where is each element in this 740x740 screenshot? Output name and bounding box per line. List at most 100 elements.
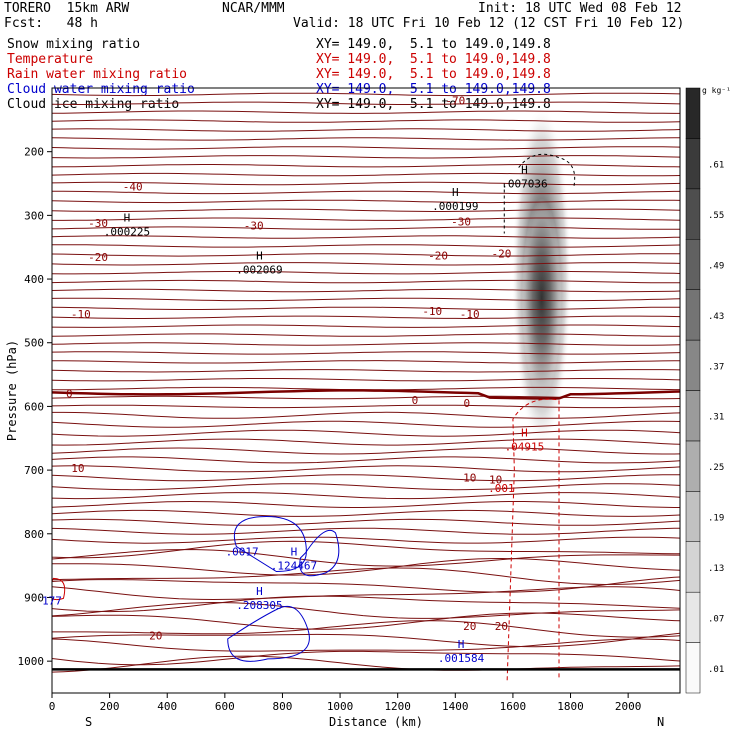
isotherm-line: [52, 378, 680, 382]
isotherm-line: [52, 164, 680, 168]
center-title: NCAR/MMM: [222, 1, 285, 16]
colorbar-label: .43: [708, 312, 724, 322]
colorbar-bin: [685, 188, 701, 240]
isotherm-line: [52, 181, 680, 186]
cloud-water-contour: [299, 529, 340, 577]
isotherm-line: [52, 172, 680, 177]
isotherm-line: [52, 540, 680, 559]
x-tick-label: 1000: [327, 700, 354, 713]
isotherm-line: [52, 271, 680, 275]
isotherm-line: [52, 92, 680, 97]
isotherm-line: [52, 155, 680, 159]
isotherm-line: [52, 110, 680, 114]
cloud-water-max-value: .001584: [438, 652, 485, 665]
x-tick-label: 600: [215, 700, 235, 713]
isotherm-line: [52, 306, 680, 310]
x-tick-label: 1200: [384, 700, 411, 713]
colorbar-bin: [685, 642, 701, 694]
colorbar-bin: [685, 591, 701, 643]
colorbar-label: .07: [708, 614, 724, 624]
isotherm-line: [52, 395, 680, 400]
isotherm-label: -10: [460, 308, 480, 321]
isotherm-line: [52, 342, 680, 346]
isotherm-line: [52, 101, 680, 105]
y-tick-label: 800: [24, 528, 44, 541]
isotherm-line: [52, 509, 680, 517]
x-tick-label: 0: [49, 700, 56, 713]
colorbar-label: .01: [708, 665, 724, 675]
isotherm-line: [52, 612, 680, 630]
field-xy-range: XY= 149.0, 5.1 to 149.0,149.8: [316, 67, 551, 82]
colorbar-bin: [685, 491, 701, 543]
isotherm-line: [52, 137, 680, 141]
snow-shading-core: [521, 198, 562, 399]
y-tick-label: 200: [24, 146, 44, 159]
isotherm-line: [52, 632, 680, 648]
isotherm-line: [52, 483, 680, 491]
isotherm-line: [52, 518, 680, 526]
y-tick-label: 400: [24, 273, 44, 286]
snow-max-value: .000199: [432, 200, 478, 213]
colorbar-bin: [685, 289, 701, 341]
isotherm-line: [52, 288, 680, 293]
isotherm-line: [52, 601, 680, 619]
isotherm-zero: [52, 389, 680, 400]
colorbar-label: .55: [708, 211, 724, 221]
rain-contour-small: [52, 577, 66, 601]
isotherm-line: [52, 429, 680, 437]
isotherm-line: [52, 411, 680, 419]
isotherm-line: [52, 586, 680, 601]
x-tick-label: 400: [157, 700, 177, 713]
colorbar-label: .19: [708, 514, 724, 524]
isotherm-line: [52, 474, 680, 482]
cloud-water-max-value: .124467: [271, 560, 317, 573]
isotherm-line: [52, 119, 680, 123]
isotherm-line: [52, 527, 680, 535]
isotherm-line: [52, 557, 680, 576]
y-tick-label: 500: [24, 337, 44, 350]
colorbar-label: .13: [708, 564, 724, 574]
forecast-hour: Fcst: 48 h: [4, 16, 98, 31]
x-tick-label: 200: [100, 700, 120, 713]
cloud-water-contour: [233, 516, 307, 573]
isotherm-line: [52, 128, 680, 132]
isotherm-label: -20: [428, 249, 448, 262]
snow-max-value: .007036: [501, 178, 547, 191]
valid-time: Valid: 18 UTC Fri 10 Feb 12 (12 CST Fri …: [293, 16, 685, 31]
isotherm-line: [52, 226, 680, 230]
field-xy-range: XY= 149.0, 5.1 to 149.0,149.8: [316, 37, 551, 52]
isotherm-line: [52, 279, 680, 284]
isotherm-label: 10: [463, 472, 476, 485]
isotherm-label: -40: [123, 181, 143, 194]
y-tick-label: 700: [24, 464, 44, 477]
isotherm-line: [52, 253, 680, 257]
snow-max-value: .002069: [236, 264, 282, 277]
isotherm-line: [52, 620, 680, 638]
init-time: Init: 18 UTC Wed 08 Feb 12: [478, 1, 682, 16]
isotherm-line: [52, 360, 680, 364]
rain-max-value: .001: [488, 482, 515, 495]
y-tick-label: 600: [24, 400, 44, 413]
x-tick-label: 800: [273, 700, 293, 713]
isotherm-line: [52, 655, 680, 673]
cloud-water-max-value: 177: [42, 595, 62, 608]
isotherm-line: [52, 208, 680, 212]
x-end-north: N: [657, 715, 664, 729]
isotherm-line: [52, 500, 680, 508]
colorbar-bin: [685, 87, 701, 139]
isotherm-label: -10: [71, 308, 91, 321]
snow-max-h: H: [521, 164, 528, 177]
x-axis-title: Distance (km): [329, 715, 423, 729]
cloud-water-max-h: H: [458, 638, 465, 651]
isotherm-line: [52, 146, 680, 150]
isotherm-label: 20: [495, 620, 508, 633]
y-tick-label: 1000: [18, 655, 45, 668]
rain-contour: [506, 398, 560, 681]
isotherm-label: 0: [412, 394, 419, 407]
y-tick-label: 900: [24, 591, 44, 604]
isotherm-label: -20: [491, 248, 511, 261]
colorbar-bin: [685, 440, 701, 492]
isotherm-line: [52, 438, 680, 446]
isotherm-label: 10: [489, 474, 502, 487]
cloud-water-max-value: .0017: [226, 546, 259, 559]
